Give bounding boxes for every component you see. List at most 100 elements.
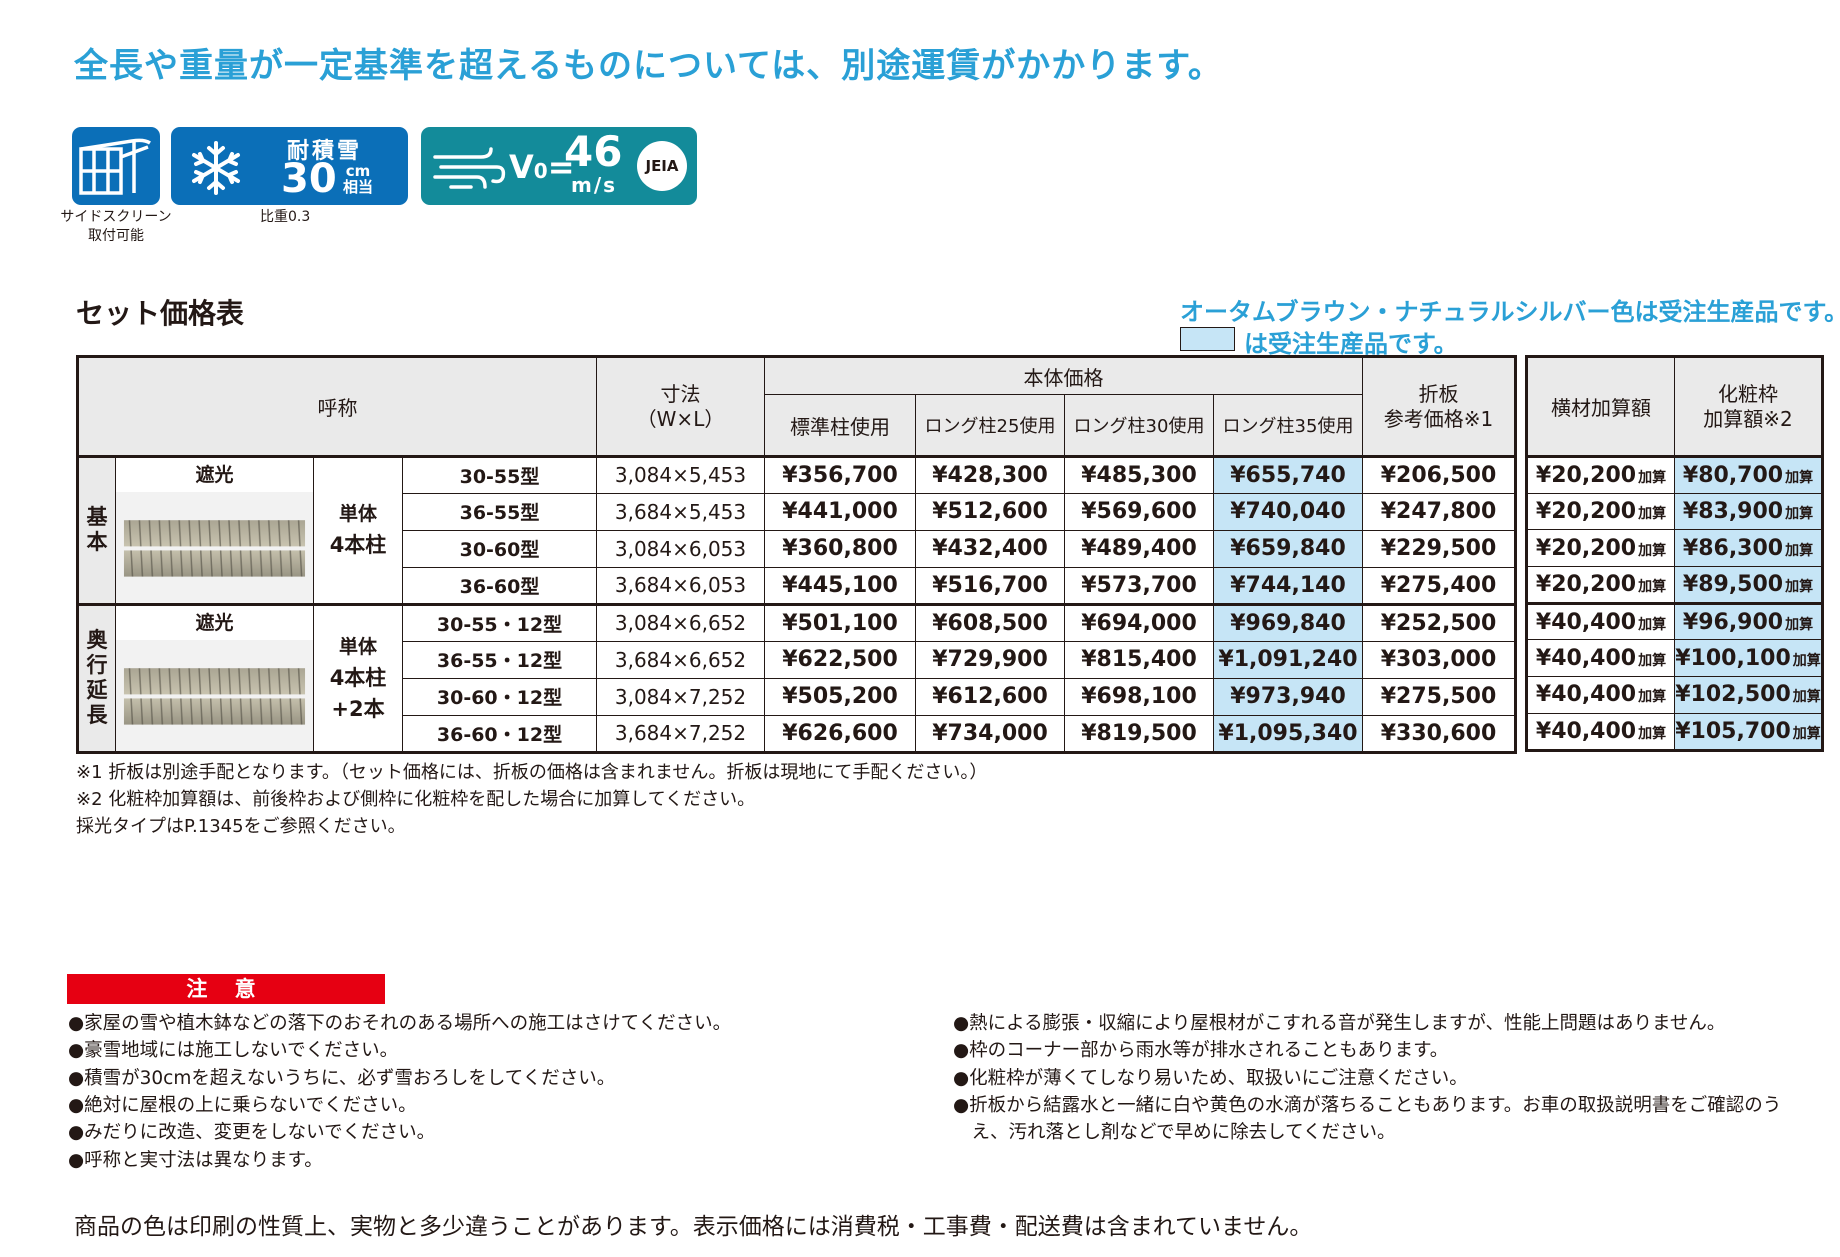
post-config-line: 単体: [338, 635, 377, 658]
price-standard: ¥501,100: [764, 602, 916, 642]
category-char: 奥: [86, 628, 108, 653]
table-row: ¥20,200 加算 ¥80,700 加算: [1526, 455, 1823, 494]
wind-resistance-badge: V0= 46 m/s JEIA: [421, 127, 697, 205]
price-long25: ¥432,400: [915, 529, 1065, 568]
bottom-note: 商品の色は印刷の性質上、実物と多少違うことがあります。表示価格には消費税・工事費…: [74, 1214, 1313, 1240]
shading-panel-photo: [116, 492, 313, 603]
snow-label: 耐積雪: [287, 139, 363, 164]
wind-value: 46: [564, 127, 623, 176]
snow-unit: cm 相当: [343, 163, 373, 195]
price-kesho: ¥96,900 加算: [1674, 601, 1823, 641]
post-config-line: 4本柱: [329, 533, 387, 558]
price-yoko-value: ¥40,400: [1535, 645, 1637, 671]
dimension: 3,084×6,053: [596, 529, 765, 568]
price-standard: ¥441,000: [764, 492, 916, 531]
snow-load-badge: 耐積雪 30 cm 相当: [171, 127, 408, 205]
add-suffix: 加算: [1638, 469, 1667, 486]
header-dimension: 寸法 （W×L）: [596, 356, 765, 457]
price-yoko-value: ¥20,200: [1535, 462, 1637, 488]
price-standard: ¥622,500: [764, 640, 916, 679]
model-name: 30-60・12型: [402, 677, 597, 716]
jeia-logo: JEIA: [637, 141, 687, 191]
model-name: 30-55・12型: [402, 602, 597, 642]
table-row: ¥20,200 加算 ¥89,500 加算: [1526, 566, 1823, 604]
made-to-order-note: オータムブラウン・ナチュラルシルバー色は受注生産品です。: [1180, 298, 1840, 326]
price-kesho-value: ¥102,500: [1675, 682, 1791, 708]
add-suffix: 加算: [1792, 689, 1821, 706]
header-long35: ロング柱35使用: [1213, 394, 1363, 457]
price-long30: ¥698,100: [1064, 677, 1214, 716]
table-row: ¥40,400 加算 ¥100,100 加算: [1526, 639, 1823, 678]
table-row: ¥20,200 加算 ¥86,300 加算: [1526, 529, 1823, 568]
price-orita: ¥247,800: [1362, 492, 1516, 531]
caution-item: ●枠のコーナー部から雨水等が排水されることもあります。: [953, 1040, 1449, 1062]
side-screen-icon: [79, 138, 151, 195]
wind-icon: [433, 147, 506, 189]
side-screen-caption-line1: サイドスクリーン: [60, 209, 172, 225]
header-yoko: 横材加算額: [1526, 356, 1675, 457]
price-standard: ¥445,100: [764, 566, 916, 605]
price-long35: ¥740,040: [1213, 492, 1363, 531]
price-yoko-value: ¥20,200: [1535, 571, 1637, 597]
dimension: 3,684×6,053: [596, 566, 765, 605]
price-yoko-value: ¥40,400: [1535, 682, 1637, 708]
model-name: 36-60型: [402, 566, 597, 605]
add-suffix: 加算: [1638, 542, 1667, 559]
category-char: 延: [86, 678, 108, 703]
price-kesho-value: ¥96,900: [1682, 609, 1784, 635]
category-char: 基: [86, 505, 108, 530]
dimension: 3,084×7,252: [596, 677, 765, 716]
dimension: 3,684×5,453: [596, 492, 765, 531]
add-suffix: 加算: [1638, 725, 1667, 742]
add-suffix: 加算: [1638, 578, 1667, 595]
wind-unit: m/s: [571, 173, 618, 197]
price-kesho-value: ¥80,700: [1682, 462, 1784, 488]
price-long35: ¥655,740: [1213, 455, 1363, 494]
price-orita: ¥330,600: [1362, 714, 1516, 753]
wind-v0: V0=: [509, 149, 575, 189]
price-long35: ¥1,091,240: [1213, 640, 1363, 679]
table-row: 30-60・12型 3,084×7,252 ¥505,200 ¥612,600 ¥698…: [78, 677, 1516, 716]
price-long30: ¥573,700: [1064, 566, 1214, 605]
category-char: 行: [86, 653, 108, 678]
header-standard-post: 標準柱使用: [764, 394, 916, 457]
price-kesho-value: ¥105,700: [1675, 718, 1791, 744]
caution-item: ●折板から結露水と一緒に白や黄色の水滴が落ちることもあります。お車の取扱説明書を…: [953, 1094, 1782, 1116]
model-name: 36-55型: [402, 492, 597, 531]
price-long25: ¥612,600: [915, 677, 1065, 716]
price-yoko-value: ¥20,200: [1535, 535, 1637, 561]
dimension: 3,684×7,252: [596, 714, 765, 753]
table-row: ¥40,400 加算 ¥96,900 加算: [1526, 601, 1823, 641]
header-name: 呼称: [77, 356, 597, 457]
footnote-2: ※2 化粧枠加算額は、前後枠および側枠に化粧枠を配した場合に加算してください。: [76, 789, 756, 810]
light-type-cell: 遮光: [115, 602, 314, 753]
price-yoko-value: ¥20,200: [1535, 499, 1637, 525]
footnote-3: 採光タイプはP.1345をご参照ください。: [76, 816, 406, 837]
caution-item: ●熱による膨張・収縮により屋根材がこすれる音が発生しますが、性能上問題はありませ…: [953, 1013, 1726, 1034]
set-price-title: セット価格表: [76, 297, 245, 330]
table-row: 36-55型 3,684×5,453 ¥441,000 ¥512,600 ¥569,60…: [78, 492, 1516, 531]
header-kesho: 化粧枠 加算額※2: [1674, 356, 1823, 457]
caution-item: ●家屋の雪や植木鉢などの落下のおそれのある場所への施工はさけてください。: [68, 1013, 732, 1034]
header-body-price: 本体価格: [764, 356, 1363, 395]
headline: 全長や重量が一定基準を超えるものについては、別途運賃がかかります。: [74, 46, 1223, 86]
price-yoko: ¥20,200 加算: [1526, 566, 1675, 604]
wind-equals: =: [547, 148, 575, 186]
price-kesho: ¥83,900 加算: [1674, 492, 1823, 531]
header-dimension-line1: 寸法: [660, 381, 701, 406]
side-screen-caption: サイドスクリーン 取付可能: [60, 208, 172, 246]
price-yoko: ¥40,400 加算: [1526, 712, 1675, 751]
add-suffix: 加算: [1785, 542, 1814, 559]
table-row: ¥20,200 加算 ¥83,900 加算: [1526, 492, 1823, 531]
price-table: 呼称 寸法 （W×L） 本体価格 折板 参考価格※1 標準柱使用 ロング柱25使…: [76, 355, 1517, 754]
caution-item: ●呼称と実寸法は異なります。: [68, 1149, 323, 1171]
table-row: 36-60型 3,684×6,053 ¥445,100 ¥516,700 ¥573,70…: [78, 566, 1516, 605]
price-yoko: ¥40,400 加算: [1526, 601, 1675, 641]
caution-item: ●豪雪地域には施工しないでください。: [68, 1040, 399, 1062]
price-long35: ¥1,095,340: [1213, 714, 1363, 753]
price-orita: ¥252,500: [1362, 602, 1516, 642]
table-row: ¥40,400 加算 ¥105,700 加算: [1526, 712, 1823, 751]
price-kesho-value: ¥86,300: [1682, 535, 1784, 561]
add-suffix: 加算: [1792, 725, 1821, 742]
price-long35: ¥659,840: [1213, 529, 1363, 568]
